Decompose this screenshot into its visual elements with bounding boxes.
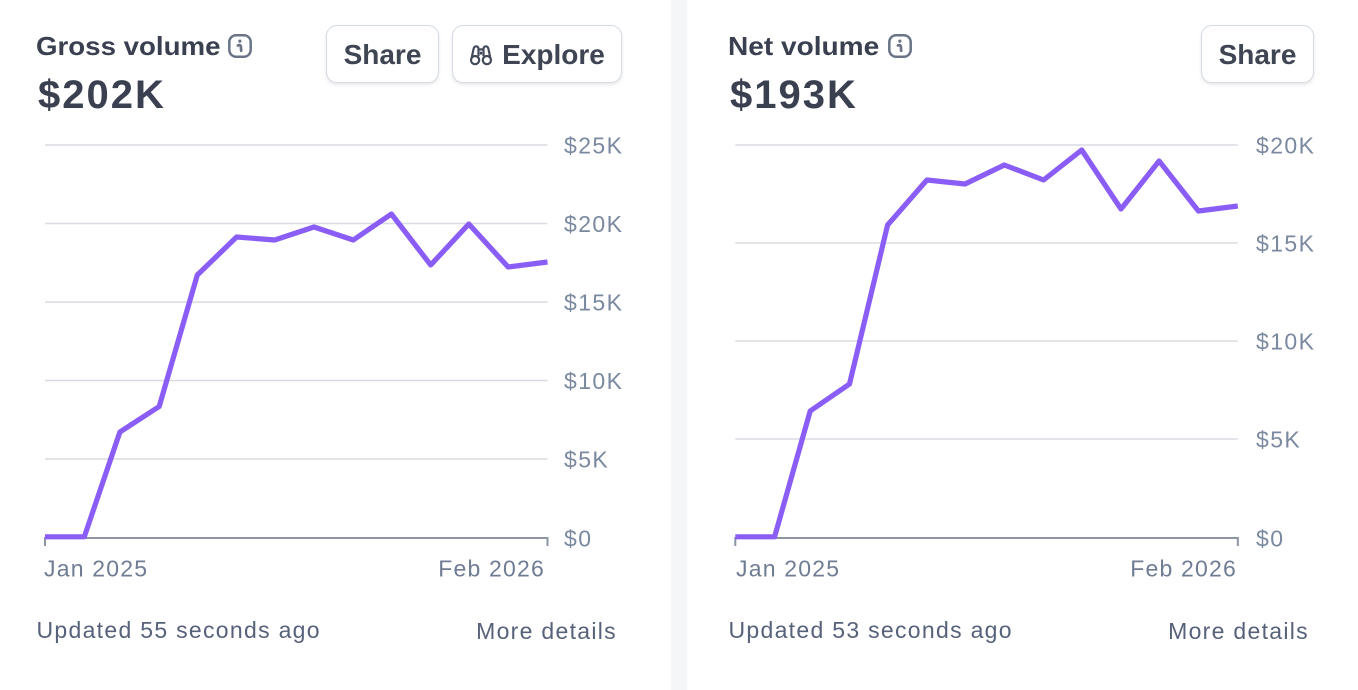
svg-text:$0: $0 [564,525,592,551]
svg-text:$0: $0 [1256,525,1284,551]
svg-text:$15K: $15K [564,289,623,315]
svg-text:$20K: $20K [1256,132,1315,158]
svg-text:$5K: $5K [1256,426,1301,452]
svg-text:$15K: $15K [1256,230,1315,256]
svg-text:Jan 2025: Jan 2025 [44,556,148,582]
svg-text:Feb 2026: Feb 2026 [1130,556,1237,582]
svg-text:$20K: $20K [564,211,623,237]
svg-text:$5K: $5K [564,446,609,472]
svg-text:$10K: $10K [564,368,623,394]
svg-text:$25K: $25K [564,132,623,158]
svg-text:Jan 2025: Jan 2025 [736,556,840,582]
svg-text:Feb 2026: Feb 2026 [438,556,545,582]
svg-text:$10K: $10K [1256,328,1315,354]
